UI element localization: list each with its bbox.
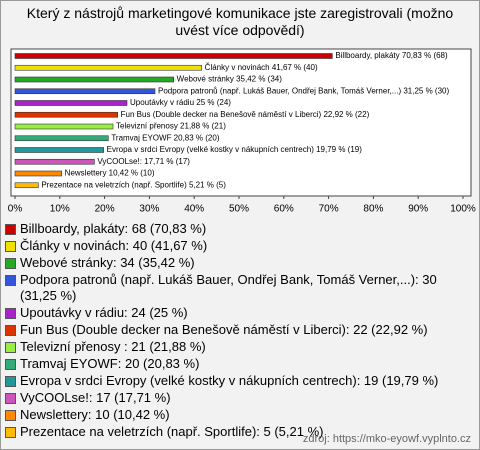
legend-item: Newslettery: 10 (10,42 %) [5, 407, 475, 423]
legend-item: Webové stránky: 34 (35,42 %) [5, 255, 475, 271]
bar-value-label: Podpora patronů (např. Lukáš Bauer, Ondř… [158, 86, 449, 95]
bars: Billboardy, plakáty 70,83 % (68) Články v… [14, 51, 449, 189]
legend-item: Televizní přenosy : 21 (21,88 %) [5, 339, 475, 355]
legend-item: Články v novinách: 40 (41,67 %) [5, 238, 475, 254]
bar [14, 53, 333, 59]
x-tick-label: 60% [274, 204, 294, 215]
bar [14, 170, 62, 177]
x-tick-label: 0% [8, 204, 23, 215]
legend-swatch [5, 241, 16, 252]
x-tick-label: 40% [184, 204, 204, 215]
legend-swatch [5, 258, 16, 269]
legend-label: Články v novinách: 40 (41,67 %) [20, 238, 208, 253]
legend-item: Evropa v srdci Evropy (velké kostky v ná… [5, 373, 475, 389]
legend-item: Tramvaj EYOWF: 20 (20,83 %) [5, 356, 475, 372]
legend-swatch [5, 342, 16, 353]
plot-area [10, 48, 472, 197]
legend-label: VyCOOLse!: 17 (17,71 %) [20, 390, 171, 405]
legend-label: Upoutávky v rádiu: 24 (25 %) [20, 305, 188, 320]
bar-value-label: Newslettery 10,42 % (10) [65, 169, 155, 178]
legend-label: Evropa v srdci Evropy (velké kostky v ná… [20, 373, 439, 388]
legend: Billboardy, plakáty: 68 (70,83 %) Články … [5, 221, 475, 441]
legend-swatch [5, 427, 16, 438]
bar-value-label: Články v novinách 41,67 % (40) [205, 63, 318, 72]
legend-item: Prezentace na veletrzích (např. Sportlif… [5, 424, 475, 440]
legend-swatch [5, 393, 16, 404]
chart-title: Který z nástrojů marketingové komunikace… [26, 5, 454, 38]
legend-label: Fun Bus (Double decker na Benešově náměs… [20, 322, 428, 337]
legend-item: Upoutávky v rádiu: 24 (25 %) [5, 305, 475, 321]
bar-value-label: Billboardy, plakáty 70,83 % (68) [335, 51, 448, 60]
bar [14, 76, 174, 83]
legend-swatch [5, 410, 16, 421]
bar-value-label: Fun Bus (Double decker na Benešově náměs… [121, 110, 370, 119]
legend-item: Billboardy, plakáty: 68 (70,83 %) [5, 221, 475, 237]
legend-item: VyCOOLse!: 17 (17,71 %) [5, 390, 475, 406]
legend-swatch [5, 376, 16, 387]
x-tick-label: 100% [450, 204, 476, 215]
bar [14, 88, 156, 95]
legend-swatch [5, 224, 16, 235]
legend-label: Televizní přenosy : 21 (21,88 %) [20, 339, 206, 354]
bar-value-label: Upoutávky v rádiu 25 % (24) [130, 98, 231, 107]
x-tick-label: 30% [139, 204, 159, 215]
legend-label: Prezentace na veletrzích (např. Sportlif… [20, 424, 324, 439]
bar [14, 123, 114, 130]
bar [14, 111, 118, 118]
legend-swatch [5, 359, 16, 370]
bar-value-label: Tramvaj EYOWF 20,83 % (20) [111, 133, 220, 142]
source: zdroj: https://mko-eyowf.vyplnto.cz [302, 433, 471, 445]
bar [14, 64, 202, 71]
bar-value-label: Webové stránky 35,42 % (34) [177, 75, 283, 84]
legend-swatch [5, 325, 16, 336]
bar-value-label: Prezentace na veletrzích (např. Sportlif… [41, 180, 226, 189]
x-tick-label: 20% [95, 204, 115, 215]
x-tick-label: 70% [319, 204, 339, 215]
bar-value-label: Televizní přenosy 21,88 % (21) [116, 122, 226, 131]
bar [14, 135, 109, 142]
legend-item: Podpora patronů (např. Lukáš Bauer, Ondř… [5, 272, 475, 304]
bar [14, 147, 104, 153]
legend-label: Tramvaj EYOWF: 20 (20,83 %) [20, 356, 200, 371]
x-tick-label: 10% [50, 204, 70, 215]
legend-swatch [5, 308, 16, 319]
chart: Billboardy, plakáty 70,83 % (68) Články v… [8, 48, 476, 215]
legend-label: Newslettery: 10 (10,42 %) [20, 407, 170, 422]
x-tick-label: 50% [229, 204, 249, 215]
legend-label: Podpora patronů (např. Lukáš Bauer, Ondř… [20, 272, 437, 303]
x-tick-label: 90% [408, 204, 428, 215]
x-tick-label: 80% [363, 204, 383, 215]
bar [14, 100, 128, 106]
legend-item: Fun Bus (Double decker na Benešově náměs… [5, 322, 475, 338]
bar [14, 158, 95, 165]
bar-value-label: VyCOOLse!: 17,71 % (17) [97, 157, 190, 166]
legend-label: Webové stránky: 34 (35,42 %) [20, 255, 195, 270]
bar-value-label: Evropa v srdci Evropy (velké kostky v ná… [107, 145, 363, 154]
legend-label: Billboardy, plakáty: 68 (70,83 %) [20, 221, 207, 236]
bar [14, 182, 39, 189]
legend-swatch [5, 275, 16, 286]
